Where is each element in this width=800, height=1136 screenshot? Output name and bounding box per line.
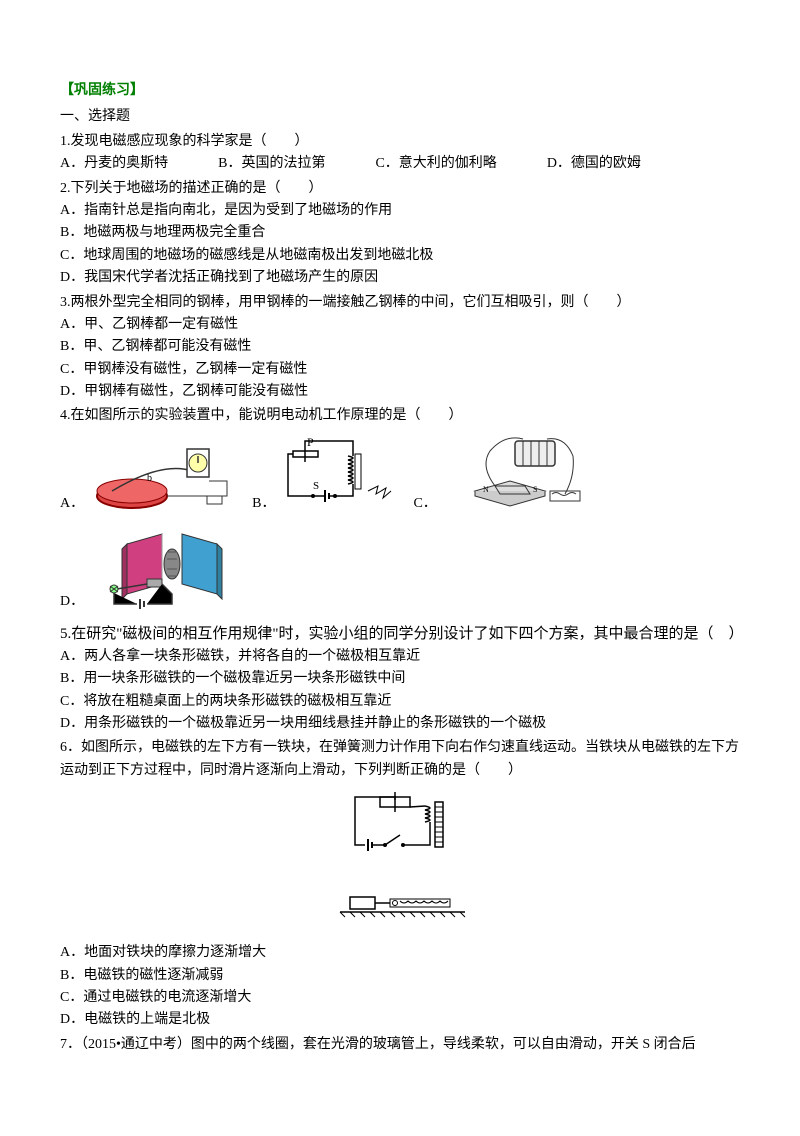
q3-opt-c: C．甲钢棒没有磁性，乙钢棒一定有磁性 [60, 359, 740, 381]
q1-opt-d: D．德国的欧姆 [547, 153, 641, 175]
q4-diagram-b: P S [283, 436, 393, 516]
q3-stem: 3.两根外型完全相同的钢棒，用甲钢棒的一端接触乙钢棒的中间，它们互相吸引，则（ … [60, 292, 740, 314]
practice-header: 【巩固练习】 [60, 80, 740, 102]
q1-opt-b: B．英国的法拉第 [218, 153, 325, 175]
q2-opt-a: A．指南针总是指向南北，是因为受到了地磁场的作用 [60, 200, 740, 222]
svg-text:P: P [307, 436, 314, 449]
question-5: 5.在研究"磁极间的相互作用规律"时，实验小组的同学分别设计了如下四个方案，其中… [60, 622, 740, 736]
svg-text:S: S [313, 480, 319, 492]
q4-opt-b-label: B． [252, 493, 275, 515]
q4-opt-c-label: C． [413, 493, 436, 515]
svg-text:S: S [533, 485, 537, 494]
question-3: 3.两根外型完全相同的钢棒，用甲钢棒的一端接触乙钢棒的中间，它们互相吸引，则（ … [60, 292, 740, 404]
section-title: 一、选择题 [60, 106, 740, 128]
q6-opt-b: B．电磁铁的磁性逐渐减弱 [60, 965, 740, 987]
q6-stem: 6．如图所示，电磁铁的左下方有一铁块，在弹簧测力计作用下向右作匀速直线运动。当铁… [60, 737, 740, 782]
q4-diagram-c: N S [445, 436, 585, 516]
q4-stem: 4.在如图所示的实验装置中，能说明电动机工作原理的是（ ） [60, 405, 740, 427]
q2-stem: 2.下列关于地磁场的描述正确的是（ ） [60, 178, 740, 200]
q2-opt-b: B．地磁两极与地理两极完全重合 [60, 222, 740, 244]
q6-opt-a: A．地面对铁块的摩擦力逐渐增大 [60, 942, 740, 964]
q5-opt-c: C．将放在粗糙桌面上的两块条形磁铁的磁极相互靠近 [60, 691, 740, 713]
q3-opt-a: A．甲、乙钢棒都一定有磁性 [60, 314, 740, 336]
q4-opt-a-label: A． [60, 493, 84, 515]
q4-opt-d-label: D． [60, 591, 84, 613]
question-4: 4.在如图所示的实验装置中，能说明电动机工作原理的是（ ） A． b B． P [60, 405, 740, 613]
svg-text:N: N [483, 485, 489, 494]
svg-text:b: b [147, 473, 152, 484]
q5-opt-d: D．用条形磁铁的一个磁极靠近另一块用细线悬挂并静止的条形磁铁的一个磁极 [60, 713, 740, 735]
q1-opt-c: C．意大利的伽利略 [375, 153, 496, 175]
q1-opt-a: A．丹麦的奥斯特 [60, 153, 168, 175]
question-1: 1.发现电磁感应现象的科学家是（ ） A．丹麦的奥斯特 B．英国的法拉第 C．意… [60, 131, 740, 176]
q5-opt-a: A．两人各拿一块条形磁铁，并将各自的一个磁极相互靠近 [60, 646, 740, 668]
q5-stem: 5.在研究"磁极间的相互作用规律"时，实验小组的同学分别设计了如下四个方案，其中… [60, 622, 740, 646]
q6-opt-c: C．通过电磁铁的电流逐渐增大 [60, 987, 740, 1009]
q7-stem: 7．（2015•通辽中考）图中的两个线圈，套在光滑的玻璃管上，导线柔软，可以自由… [60, 1034, 740, 1056]
question-7: 7．（2015•通辽中考）图中的两个线圈，套在光滑的玻璃管上，导线柔软，可以自由… [60, 1034, 740, 1056]
q5-opt-b: B．用一块条形磁铁的一个磁极靠近另一块条形磁铁中间 [60, 668, 740, 690]
q6-diagram [310, 792, 490, 932]
q3-opt-b: B．甲、乙钢棒都可能没有磁性 [60, 336, 740, 358]
q4-diagram-d [92, 524, 242, 614]
q2-opt-c: C．地球周围的地磁场的磁感线是从地磁南极出发到地磁北极 [60, 245, 740, 267]
q6-opt-d: D．电磁铁的上端是北极 [60, 1009, 740, 1031]
q3-opt-d: D．甲钢棒有磁性，乙钢棒可能没有磁性 [60, 381, 740, 403]
q4-diagram-a: b [92, 441, 232, 516]
question-6: 6．如图所示，电磁铁的左下方有一铁块，在弹簧测力计作用下向右作匀速直线运动。当铁… [60, 737, 740, 1031]
q1-stem: 1.发现电磁感应现象的科学家是（ ） [60, 131, 740, 153]
question-2: 2.下列关于地磁场的描述正确的是（ ） A．指南针总是指向南北，是因为受到了地磁… [60, 178, 740, 290]
q2-opt-d: D．我国宋代学者沈括正确找到了地磁场产生的原因 [60, 267, 740, 289]
